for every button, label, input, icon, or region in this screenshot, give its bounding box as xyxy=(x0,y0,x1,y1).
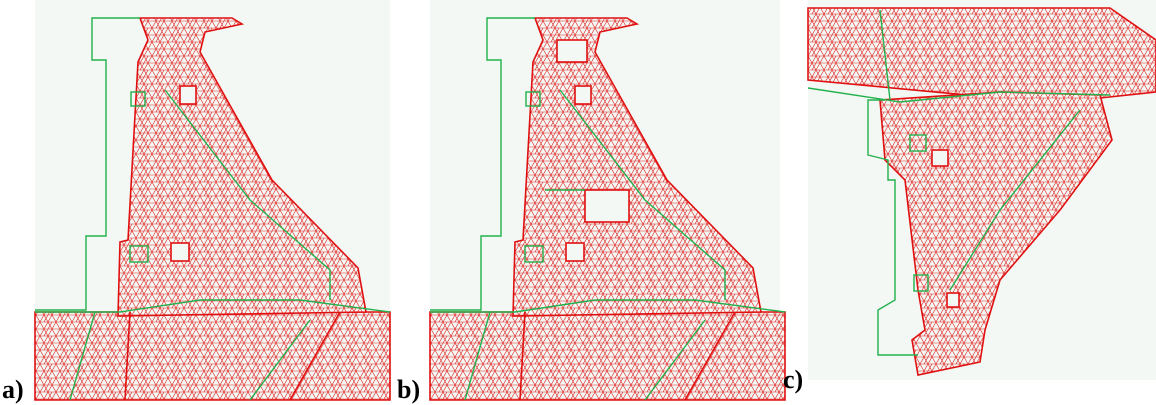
panel-label: b) xyxy=(397,375,420,404)
figure: a) b) c) xyxy=(0,0,1156,405)
panel-label: c) xyxy=(783,365,803,394)
panel-label: a) xyxy=(2,375,24,404)
